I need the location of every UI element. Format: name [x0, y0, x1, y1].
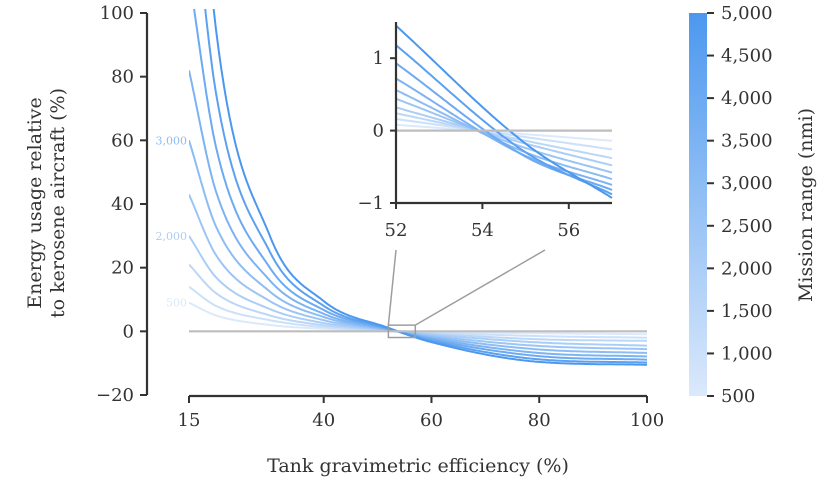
colorbar-tick-label: 5,000	[721, 3, 773, 24]
inset-series-line-2500	[395, 97, 613, 174]
colorbar-tick-label: 3,000	[721, 173, 773, 194]
colorbar-gradient	[689, 13, 707, 396]
y-tick-label: 40	[111, 194, 134, 215]
x-tick-label: 100	[630, 410, 664, 431]
x-tick-label: 80	[528, 410, 551, 431]
colorbar-tick-label: 500	[721, 386, 755, 407]
curve-labels: 3,000 2,000 500	[156, 134, 188, 309]
y-axis-title-line-2: to kerosene aircraft (%)	[47, 88, 69, 318]
colorbar-tick-label: 3,500	[721, 131, 773, 152]
inset-plot: 1 0 −152 54 56	[357, 18, 618, 241]
colorbar-tick-label: 1,500	[721, 301, 773, 322]
series-line-2500	[189, 194, 648, 351]
inset-series-line-4500	[395, 44, 613, 196]
y-axis-title-line-1: Energy usage relative	[24, 97, 46, 309]
y-tick-label: 60	[111, 130, 134, 151]
colorbar-tick-label: 1,000	[721, 343, 773, 364]
colorbar-tick-label: 4,500	[721, 46, 773, 67]
series-line-1500	[189, 263, 647, 342]
inset-x-tick-label: 56	[557, 220, 580, 241]
colorbar-label: Mission range (nmi)	[795, 108, 817, 302]
y-tick-label: −20	[96, 385, 134, 406]
y-tick-label: 20	[111, 258, 134, 279]
inset-x-tick-label: 52	[385, 220, 408, 241]
y-tick-label: 80	[111, 67, 134, 88]
y-tick-label: 100	[100, 3, 134, 24]
inset-series-line-500	[395, 123, 613, 142]
main-curves	[189, 9, 648, 366]
inset-series-line-1000	[395, 118, 613, 151]
inset-y-tick-label: −1	[357, 193, 384, 214]
series-line-2000	[189, 235, 648, 347]
inset-y-tick-label: 1	[373, 48, 384, 69]
x-tick-label: 15	[178, 410, 201, 431]
colorbar: 5,000 4,500 4,000 3,500 3,000 2,500 2,000 1,500…	[689, 3, 817, 407]
zoom-region-box	[387, 324, 417, 339]
colorbar-tick-label: 4,000	[721, 88, 773, 109]
inset-axes: 1 0 −152 54 56	[357, 22, 612, 241]
colorbar-tick-label: 2,500	[721, 216, 773, 237]
curve-label-2000: 2,000	[156, 230, 188, 243]
curve-label-3000: 3,000	[156, 134, 188, 147]
y-tick-label: 0	[123, 321, 134, 342]
x-axis-title: Tank gravimetric efficiency (%)	[267, 455, 569, 477]
zoom-connector-right	[414, 249, 546, 326]
colorbar-tick-label: 2,000	[721, 258, 773, 279]
x-tick-label: 60	[420, 410, 443, 431]
inset-series-line-5000	[395, 24, 613, 199]
colorbar-ticks: 5,000 4,500 4,000 3,500 3,000 2,500 2,000 1,500…	[707, 3, 773, 407]
zoom-connector-left	[387, 249, 397, 326]
series-line-5000	[212, 9, 648, 366]
x-tick-label: 40	[312, 410, 335, 431]
inset-x-tick-label: 54	[471, 220, 494, 241]
inset-series-line-3500	[395, 77, 613, 186]
curve-label-500: 500	[166, 297, 187, 310]
inset-curves	[395, 24, 613, 199]
inset-y-tick-label: 0	[373, 121, 384, 142]
